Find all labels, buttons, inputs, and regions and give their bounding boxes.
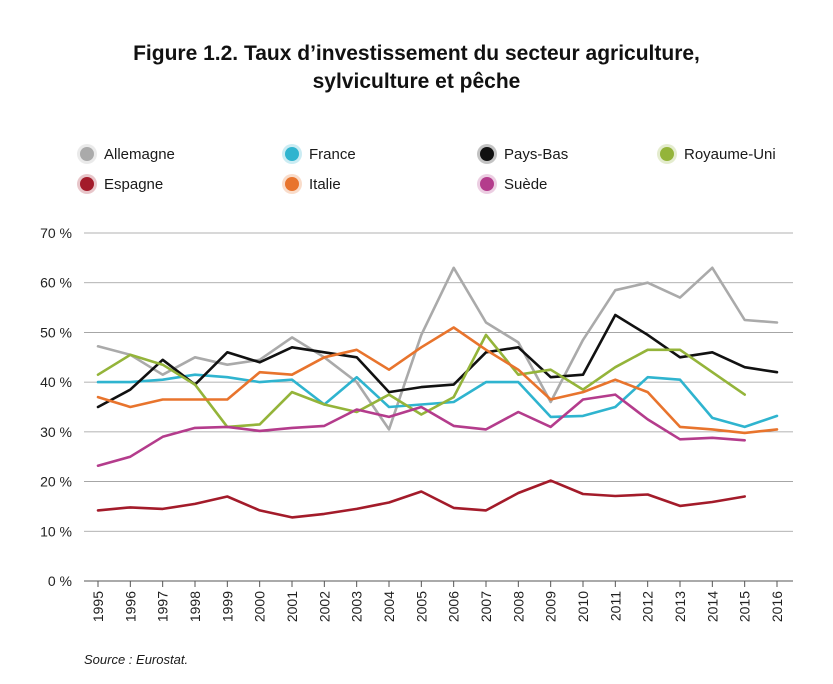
x-tick-label: 2011 (607, 591, 623, 621)
legend-label: Pays-Bas (504, 145, 569, 163)
x-tick-label: 1999 (219, 591, 235, 622)
legend-item-suede: Suède (480, 172, 547, 196)
x-tick-label: 1995 (90, 591, 106, 622)
x-tick-label: 2007 (478, 591, 494, 622)
y-tick-label: 30 % (40, 424, 72, 440)
legend-swatch (480, 147, 494, 161)
legend-label: Allemagne (104, 145, 175, 163)
y-tick-label: 70 % (40, 225, 72, 241)
x-tick-label: 2002 (316, 591, 332, 622)
y-tick-label: 50 % (40, 324, 72, 340)
legend-swatch (660, 147, 674, 161)
legend-item-pays-bas: Pays-Bas (480, 142, 568, 166)
x-tick-label: 2016 (769, 591, 785, 622)
x-tick-label: 2012 (640, 591, 656, 622)
chart-title-line-2: sylviculture et pêche (312, 70, 521, 93)
x-tick-label: 2003 (349, 591, 365, 622)
x-tick-label: 1998 (187, 591, 203, 622)
x-tick-label: 2009 (543, 591, 559, 622)
chart-title: Figure 1.2. Taux d’investissement du sec… (0, 40, 833, 96)
series-line-france (96, 373, 779, 429)
x-tick-label: 2004 (381, 591, 397, 622)
y-tick-label: 10 % (40, 523, 72, 539)
x-tick-label: 2000 (252, 591, 268, 622)
legend-label: Espagne (104, 175, 164, 193)
legend-label: Suède (504, 175, 548, 193)
legend-swatch (480, 177, 494, 191)
series-line-espagne (96, 479, 746, 519)
legend-item-royaume-uni: Royaume-Uni (660, 142, 776, 166)
x-tick-label: 1996 (122, 591, 138, 622)
legend-swatch (285, 177, 299, 191)
legend-label: France (309, 145, 356, 163)
legend-swatch (80, 177, 94, 191)
legend-item-italie: Italie (285, 172, 341, 196)
y-tick-label: 40 % (40, 374, 72, 390)
chart-legend: Allemagne France Pays-Bas Royaume-Uni Es… (80, 142, 800, 202)
series-line-su-de (96, 393, 746, 467)
x-tick-label: 2006 (446, 591, 462, 622)
x-tick-label: 1997 (155, 591, 171, 622)
legend-label: Italie (309, 175, 341, 193)
legend-swatch (80, 147, 94, 161)
legend-swatch (285, 147, 299, 161)
y-tick-label: 0 % (48, 573, 72, 589)
x-tick-label: 2010 (575, 591, 591, 622)
x-tick-label: 2008 (510, 591, 526, 622)
y-tick-label: 60 % (40, 275, 72, 291)
x-tick-label: 2015 (737, 591, 753, 622)
x-tick-label: 2014 (704, 591, 720, 622)
series-line-allemagne (96, 266, 779, 431)
series-line-pays-bas (96, 313, 779, 409)
legend-item-france: France (285, 142, 356, 166)
x-tick-label: 2005 (413, 591, 429, 622)
chart-title-line-1: Figure 1.2. Taux d’investissement du sec… (133, 42, 700, 65)
x-tick-label: 2013 (672, 591, 688, 622)
x-tick-label: 2001 (284, 591, 300, 622)
legend-item-espagne: Espagne (80, 172, 163, 196)
source-note: Source : Eurostat. (84, 652, 189, 667)
legend-label: Royaume-Uni (684, 145, 776, 163)
line-chart: 0 % 10 % 20 % 30 % 40 % 50 % 60 % 70 % 1995 1996 1… (40, 225, 793, 622)
series-line-italie (96, 326, 779, 435)
legend-item-allemagne: Allemagne (80, 142, 175, 166)
y-tick-label: 20 % (40, 474, 72, 490)
